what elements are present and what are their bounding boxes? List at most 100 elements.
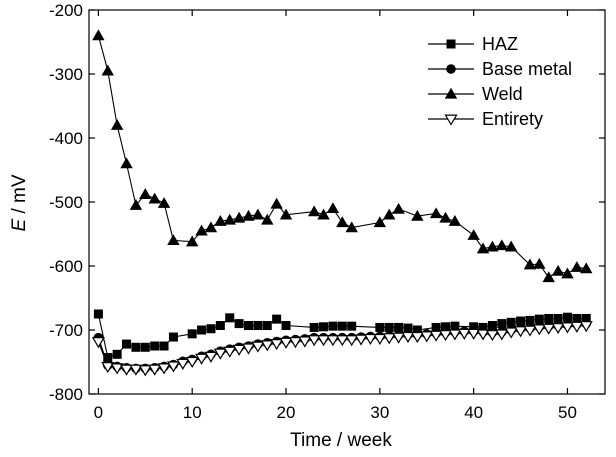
data-point — [553, 313, 563, 323]
data-point — [251, 208, 265, 220]
data-point — [533, 257, 546, 269]
data-point — [487, 321, 497, 331]
data-point — [373, 216, 387, 228]
data-point — [223, 213, 236, 225]
x-tick-label: 0 — [94, 403, 103, 422]
data-point — [581, 313, 591, 323]
legend-label: Weld — [482, 84, 523, 104]
x-tick-label: 30 — [370, 403, 389, 422]
data-point — [260, 340, 274, 352]
data-point — [204, 221, 218, 233]
data-point — [495, 329, 509, 341]
legend-entry: Entirety — [428, 109, 543, 129]
data-point — [148, 192, 161, 204]
y-tick-label: -500 — [49, 193, 83, 212]
y-tick-label: -700 — [49, 321, 83, 340]
data-point — [131, 342, 141, 352]
data-point — [120, 157, 133, 169]
data-point — [411, 209, 424, 221]
data-point — [119, 364, 134, 376]
data-point — [467, 229, 480, 240]
data-point — [309, 322, 319, 332]
legend-entry: Base metal — [428, 59, 572, 79]
data-point — [242, 209, 255, 221]
data-point — [336, 216, 349, 228]
data-point — [110, 363, 124, 375]
data-point — [185, 356, 199, 369]
y-tick-label: -300 — [49, 65, 83, 84]
data-point — [281, 321, 291, 331]
data-point — [403, 323, 413, 333]
y-tick-label: -200 — [49, 1, 83, 20]
data-point — [420, 331, 434, 343]
data-point — [476, 329, 490, 341]
data-point — [316, 335, 331, 347]
data-point — [159, 341, 169, 351]
series-line — [97, 313, 587, 359]
data-point — [157, 197, 171, 208]
data-point — [270, 197, 283, 209]
data-point — [298, 336, 312, 348]
data-point — [110, 119, 124, 130]
data-point — [542, 271, 555, 283]
axis-ticks: 0 10 20 30 40 50 -200 -300 -400 -500 -600 -700 -800 — [49, 1, 605, 422]
data-point — [307, 205, 321, 217]
data-point — [150, 341, 160, 351]
data-point — [448, 329, 462, 341]
data-point — [262, 321, 272, 331]
data-point — [225, 313, 235, 323]
data-point — [261, 213, 274, 225]
data-point — [139, 188, 152, 199]
data-point — [187, 329, 197, 339]
data-point — [157, 363, 171, 375]
data-point — [383, 208, 396, 220]
data-point — [562, 312, 572, 322]
data-point — [448, 215, 462, 226]
data-point — [486, 240, 499, 252]
data-point — [375, 322, 385, 332]
legend-label: Base metal — [482, 59, 572, 79]
data-point — [168, 332, 178, 342]
data-point — [195, 224, 208, 236]
data-point — [197, 325, 207, 335]
data-point — [523, 325, 537, 337]
y-tick-label: -600 — [49, 257, 83, 276]
y-tick-label: -400 — [49, 129, 83, 148]
data-point — [138, 365, 152, 377]
data-point — [485, 330, 499, 342]
data-point — [441, 322, 451, 332]
data-point — [392, 202, 405, 214]
data-point — [214, 215, 227, 226]
data-point — [232, 344, 246, 356]
data-point — [401, 331, 415, 344]
data-point — [429, 207, 443, 219]
data-point — [523, 258, 537, 270]
data-point — [93, 309, 103, 319]
data-point — [272, 314, 282, 324]
data-point — [570, 261, 584, 272]
data-point — [288, 337, 302, 349]
legend: HAZ Base metal Weld Entirety — [428, 34, 572, 129]
data-point — [112, 349, 122, 359]
legend-entry: Weld — [428, 84, 523, 104]
data-point — [176, 358, 190, 370]
data-point — [347, 321, 357, 331]
data-point — [570, 321, 584, 333]
data-point — [326, 202, 340, 214]
data-point — [542, 323, 556, 335]
data-point — [337, 321, 347, 331]
x-tick-label: 50 — [558, 403, 577, 422]
data-point — [166, 361, 180, 373]
data-point — [243, 321, 253, 331]
data-point — [148, 364, 162, 376]
legend-entry: HAZ — [428, 34, 518, 54]
data-point — [429, 330, 443, 342]
data-point — [270, 338, 284, 351]
series-entirety — [91, 321, 593, 377]
x-axis-title: Time / week — [290, 430, 392, 451]
data-point — [373, 333, 387, 346]
data-point — [572, 313, 582, 323]
data-point — [394, 322, 404, 332]
data-point — [384, 322, 394, 332]
